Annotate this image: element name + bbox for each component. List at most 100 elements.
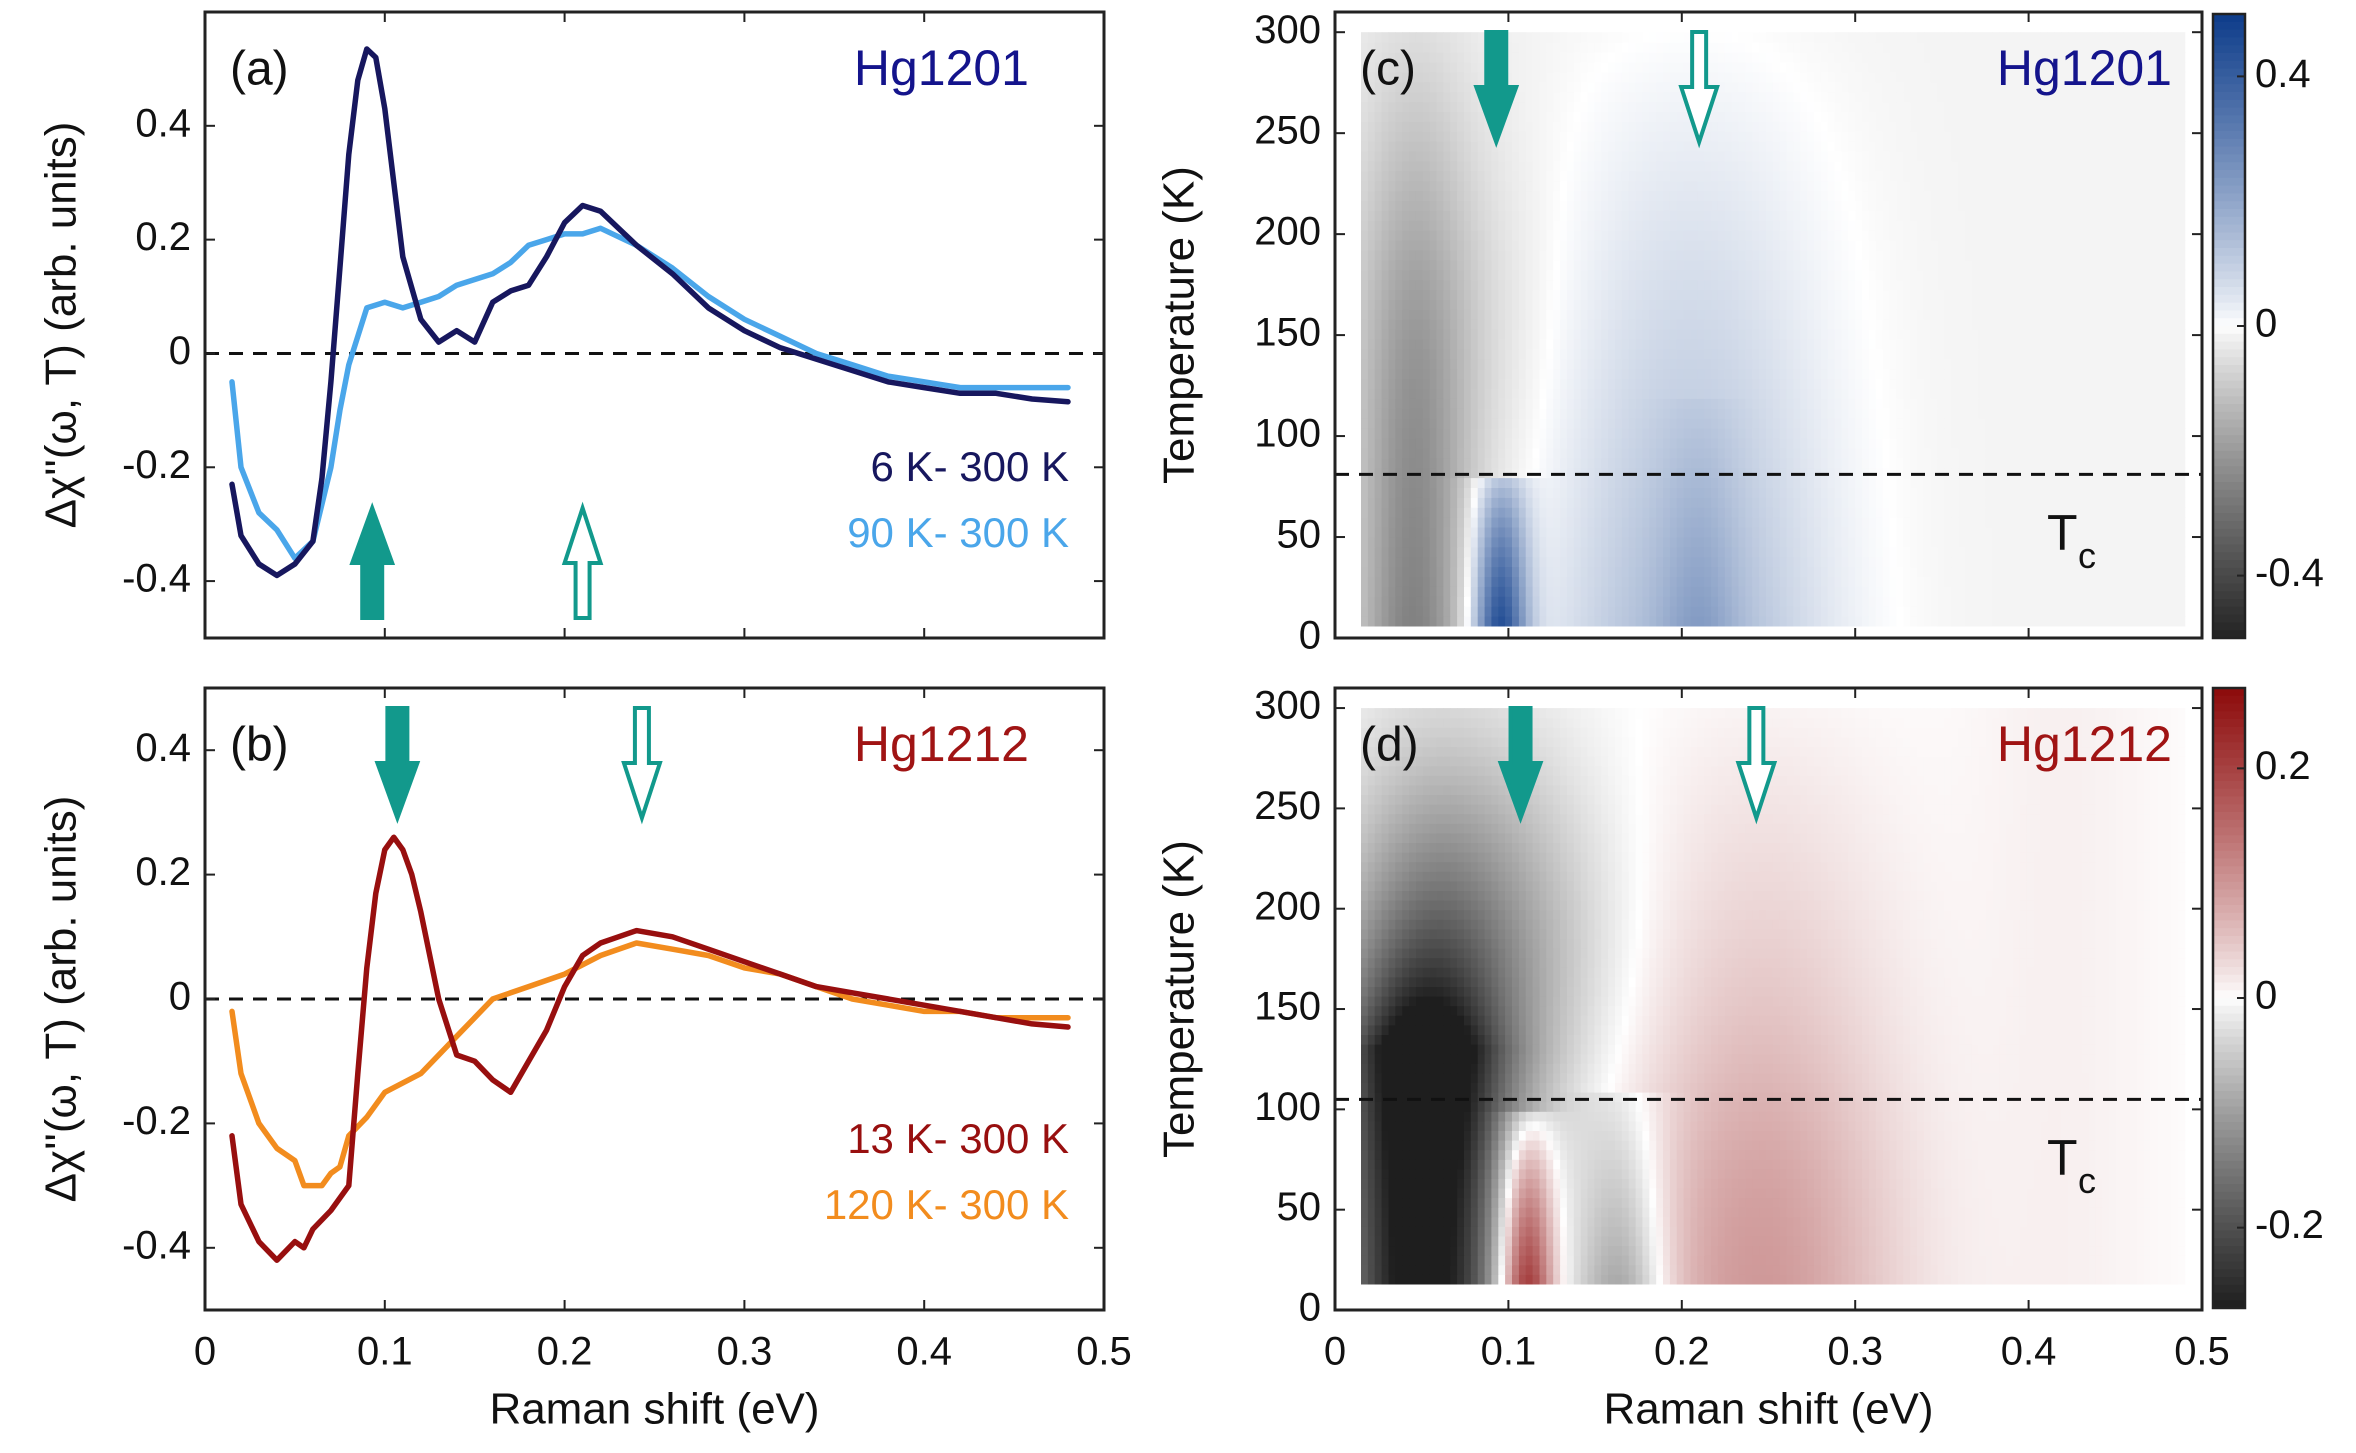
heatmap-cell xyxy=(1566,616,1575,627)
heatmap-cell xyxy=(1594,467,1602,479)
heatmap-cell xyxy=(2150,289,2158,300)
heatmap-cell xyxy=(1367,606,1376,617)
heatmap-cell xyxy=(1656,230,1664,241)
heatmap-cell xyxy=(1539,576,1547,587)
heatmap-cell xyxy=(1464,259,1472,271)
heatmap-cell xyxy=(1800,329,1808,340)
heatmap-cell xyxy=(1470,378,1479,389)
heatmap-cell xyxy=(1944,556,1952,568)
heatmap-cell xyxy=(1841,368,1849,380)
heatmap-cell xyxy=(1443,348,1451,360)
heatmap-cell xyxy=(1724,259,1733,271)
heatmap-cell xyxy=(1491,616,1499,627)
heatmap-cell xyxy=(1917,299,1925,310)
heatmap-cell xyxy=(1855,437,1863,449)
heatmap-cell xyxy=(2109,606,2117,617)
heatmap-cell xyxy=(1628,437,1637,449)
heatmap-cell xyxy=(1800,526,1808,538)
heatmap-cell xyxy=(1381,447,1390,459)
heatmap-cell xyxy=(1628,418,1637,429)
heatmap-cell xyxy=(2102,418,2110,429)
heatmap-cell xyxy=(2095,408,2103,419)
heatmap-cell xyxy=(2164,477,2172,488)
heatmap-cell xyxy=(1800,388,1808,399)
heatmap-cell xyxy=(1965,457,1973,469)
heatmap-cell xyxy=(2047,259,2055,271)
heatmap-cell xyxy=(1457,408,1465,419)
heatmap-cell xyxy=(2122,289,2131,300)
heatmap-cell xyxy=(2177,319,2186,330)
heatmap-cell xyxy=(2164,616,2172,627)
heatmap-cell xyxy=(1814,348,1822,360)
heatmap-cell xyxy=(1889,299,1897,310)
heatmap-cell xyxy=(1923,368,1932,380)
heatmap-cell xyxy=(1772,269,1781,281)
heatmap-cell xyxy=(1566,220,1575,231)
heatmap-cell xyxy=(1896,487,1904,498)
heatmap-cell xyxy=(1573,358,1582,370)
heatmap-cell xyxy=(1855,230,1863,241)
heatmap-cell xyxy=(2013,477,2021,488)
heatmap-cell xyxy=(1937,497,1946,508)
heatmap-cell xyxy=(1958,566,1966,577)
heatmap-cell xyxy=(2177,378,2186,389)
heatmap-cell xyxy=(1978,457,1987,469)
heatmap-cell xyxy=(1676,338,1685,350)
heatmap-cell xyxy=(2102,329,2110,340)
heatmap-cell xyxy=(1827,279,1836,291)
heatmap-cell xyxy=(1683,388,1692,399)
heatmap-cell xyxy=(1477,526,1486,538)
heatmap-cell xyxy=(1594,329,1602,340)
heatmap-cell xyxy=(1999,289,2007,300)
heatmap-cell xyxy=(1724,616,1733,627)
heatmap-cell xyxy=(1635,477,1644,488)
heatmap-cell xyxy=(1937,576,1946,587)
heatmap-cell xyxy=(2019,319,2028,330)
heatmap-cell xyxy=(1711,606,1719,617)
heatmap-cell xyxy=(2026,378,2035,389)
heatmap-cell xyxy=(1608,338,1616,350)
heatmap-cell xyxy=(2054,329,2062,340)
heatmap-cell xyxy=(1436,230,1444,241)
heatmap-cell xyxy=(1697,408,1705,419)
heatmap-cell xyxy=(2150,279,2158,291)
heatmap-cell xyxy=(1944,378,1952,389)
heatmap-cell xyxy=(1484,259,1493,271)
heatmap-cell xyxy=(1450,447,1458,459)
heatmap-cell xyxy=(1958,467,1966,479)
heatmap-cell xyxy=(1676,309,1685,320)
heatmap-cell xyxy=(1930,289,1939,300)
heatmap-cell xyxy=(2054,240,2062,251)
heatmap-cell xyxy=(2047,447,2055,459)
heatmap-cell xyxy=(1601,378,1609,389)
heatmap-cell xyxy=(2047,467,2055,479)
heatmap-cell xyxy=(1642,576,1650,587)
heatmap-cell xyxy=(1580,249,1589,261)
heatmap-cell xyxy=(1429,249,1438,261)
heatmap-cell xyxy=(2068,368,2076,380)
heatmap-cell xyxy=(1868,329,1877,340)
heatmap-cell xyxy=(1923,348,1932,360)
heatmap-cell xyxy=(1779,269,1788,281)
heatmap-cell xyxy=(1889,477,1897,488)
heatmap-cell xyxy=(1937,546,1946,558)
heatmap-cell xyxy=(1889,269,1897,281)
heatmap-cell xyxy=(1772,576,1781,587)
heatmap-cell xyxy=(1889,526,1897,538)
heatmap-cell xyxy=(1669,309,1678,320)
heatmap-cell xyxy=(1985,497,1994,508)
heatmap-cell xyxy=(1683,536,1692,548)
heatmap-cell xyxy=(1560,556,1568,568)
heatmap-cell xyxy=(1882,616,1891,627)
heatmap-cell xyxy=(1676,487,1685,498)
heatmap-cell xyxy=(1367,378,1376,389)
heatmap-cell xyxy=(1745,457,1753,469)
heatmap-cell xyxy=(2157,269,2165,281)
heatmap-cell xyxy=(1374,546,1383,558)
heatmap-cell xyxy=(2081,616,2090,627)
heatmap-cell xyxy=(1484,596,1493,607)
heatmap-cell xyxy=(2047,289,2055,300)
heatmap-cell xyxy=(1862,606,1870,617)
heatmap-cell xyxy=(1772,586,1781,597)
heatmap-cell xyxy=(1457,576,1465,587)
